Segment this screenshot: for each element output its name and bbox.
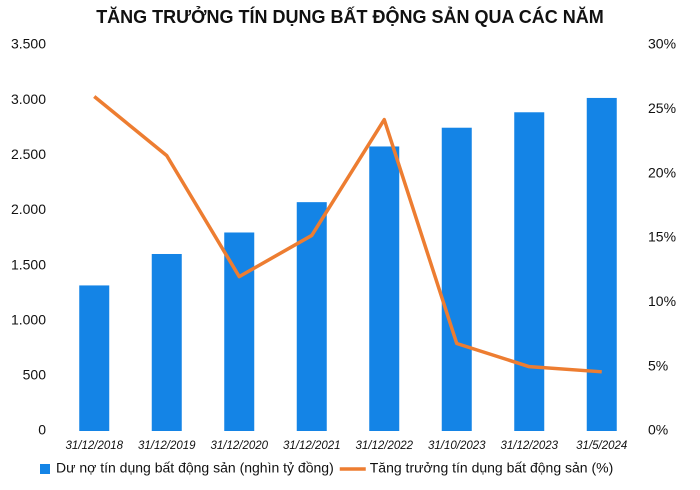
y2-tick-label: 20% xyxy=(648,164,676,180)
y-tick-label: 0 xyxy=(38,422,46,438)
y2-tick-label: 25% xyxy=(648,100,676,116)
y-tick-label: 1.000 xyxy=(11,311,46,327)
chart-title: TĂNG TRƯỞNG TÍN DỤNG BẤT ĐỘNG SẢN QUA CÁ… xyxy=(96,6,604,27)
y-tick-label: 500 xyxy=(23,367,47,383)
x-tick-label: 31/12/2023 xyxy=(500,440,558,452)
x-tick-label: 31/12/2022 xyxy=(355,440,413,452)
x-tick-label: 31/12/2021 xyxy=(283,440,341,452)
bar xyxy=(151,253,182,431)
bar xyxy=(514,112,545,431)
legend-label: Dư nợ tín dụng bất động sản (nghìn tỷ đồ… xyxy=(56,460,334,476)
x-tick-label: 31/12/2020 xyxy=(210,440,268,452)
x-tick-label: 31/12/2018 xyxy=(65,440,123,452)
y2-tick-label: 30% xyxy=(648,36,676,52)
x-tick-label: 31/12/2019 xyxy=(138,440,196,452)
legend-swatch xyxy=(40,464,50,474)
legend-label: Tăng trưởng tín dụng bất động sản (%) xyxy=(370,460,613,476)
x-tick-label: 31/10/2023 xyxy=(428,440,486,452)
line xyxy=(93,95,602,374)
y2-tick-label: 10% xyxy=(648,293,676,309)
y-tick-label: 1.500 xyxy=(11,256,46,272)
y2-tick-label: 15% xyxy=(648,229,676,245)
y-tick-label: 3.500 xyxy=(11,36,46,52)
bar xyxy=(586,97,617,432)
y2-tick-label: 5% xyxy=(648,357,668,373)
y-tick-label: 3.000 xyxy=(11,91,46,107)
y2-tick-label: 0% xyxy=(648,422,668,438)
y-tick-label: 2.500 xyxy=(11,146,46,162)
bar xyxy=(79,285,110,431)
bar xyxy=(224,232,255,431)
y-tick-label: 2.000 xyxy=(11,201,46,217)
x-tick-label: 31/5/2024 xyxy=(576,440,627,452)
bar xyxy=(441,127,472,431)
bar xyxy=(369,146,400,431)
